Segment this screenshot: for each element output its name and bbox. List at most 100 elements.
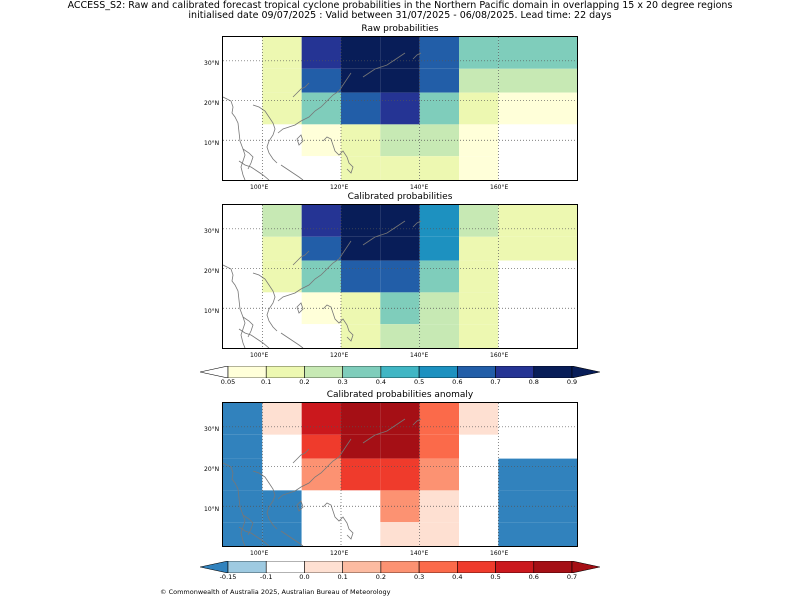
colorbar-tick-label: 0.7 (566, 573, 578, 581)
anom-lon-label-160: 160°E (490, 550, 509, 557)
copyright-footer: © Commonwealth of Australia 2025, Austra… (160, 588, 391, 596)
colorbar-tick-label: 0.5 (413, 378, 425, 386)
region-cell (301, 522, 341, 546)
colorbar-segment (533, 365, 573, 379)
region-cell (380, 292, 420, 325)
region-cell (223, 205, 263, 237)
colorbar-tick-label: 0.1 (337, 573, 348, 581)
coastline (223, 462, 246, 546)
colorbar-segment (533, 560, 573, 574)
region-cell (380, 458, 420, 491)
map-canvas (223, 37, 577, 180)
region-cell (380, 92, 420, 125)
region-cell (223, 260, 263, 293)
region-cell (223, 434, 263, 459)
colorbar-segment (304, 365, 343, 379)
coastline (322, 304, 354, 342)
anom-lat-label-30: 30°N (204, 426, 220, 433)
colorbar-over-arrow (571, 560, 601, 574)
region-cell (262, 324, 302, 348)
region-cell (498, 92, 577, 125)
raw-lon-label-140: 140°E (410, 184, 429, 191)
region-cell (459, 403, 499, 435)
region-cell (223, 156, 263, 180)
region-cell (459, 522, 499, 546)
calibrated-panel-title: Calibrated probabilities (347, 192, 453, 202)
region-cell (262, 260, 302, 293)
region-cell (262, 37, 302, 69)
region-cell (498, 403, 577, 435)
colorbar-segment (380, 560, 420, 574)
colorbar-tick-label: 0.5 (490, 573, 501, 581)
region-cell (301, 324, 341, 348)
region-cell (341, 260, 381, 293)
coastline (412, 220, 422, 228)
region-cell (341, 236, 381, 261)
region-cell (341, 205, 381, 237)
anomaly-colorbar (199, 558, 601, 574)
cal-lat-label-30: 30°N (204, 228, 220, 235)
region-cell (459, 37, 499, 69)
colorbar-segment (265, 560, 305, 574)
anomaly-colorbar-labels: -0.15 -0.1 0.0 0.1 0.2 0.3 0.4 0.5 0.6 0.7 (0, 573, 800, 583)
raw-lon-label-100: 100°E (250, 184, 269, 191)
anom-lat-label-20: 20°N (204, 466, 220, 473)
coastline (362, 220, 406, 246)
region-cell (419, 236, 459, 261)
region-cell (380, 68, 420, 93)
region-cell (419, 434, 459, 459)
anom-lat-label-10: 10°N (204, 506, 220, 513)
colorbar-segment (495, 560, 535, 574)
region-cell (380, 403, 420, 435)
region-cell (341, 37, 381, 69)
colorbar-segment (265, 365, 305, 379)
coastline (280, 164, 304, 180)
region-cell (223, 403, 263, 435)
colorbar-tick-label: 0.05 (220, 378, 236, 386)
region-cell (341, 92, 381, 125)
coastline (242, 148, 254, 170)
colorbar-tick-label: 0.8 (528, 378, 539, 386)
colorbar-tick-label: -0.1 (259, 573, 273, 581)
coastline (252, 470, 278, 530)
colorbar-segment (342, 365, 382, 379)
figure-title-line1: ACCESS_S2: Raw and calibrated forecast t… (67, 0, 733, 11)
cal-lat-label-20: 20°N (204, 268, 220, 275)
probability-colorbar (199, 363, 601, 379)
region-cell (301, 458, 341, 491)
colorbar-tick-label: 0.1 (261, 378, 272, 386)
region-cell (459, 434, 499, 459)
raw-lon-label-160: 160°E (490, 184, 509, 191)
cal-lon-label-120: 120°E (330, 352, 349, 359)
region-cell (262, 458, 302, 491)
colorbar-tick-label: 0.4 (375, 378, 387, 386)
region-cell (301, 92, 341, 125)
region-cell (419, 458, 459, 491)
coastline (252, 104, 278, 164)
colorbar-segment (380, 365, 420, 379)
coastline (238, 160, 270, 180)
region-cell (301, 205, 341, 237)
coastline (277, 240, 352, 302)
region-cell (341, 434, 381, 459)
raw-lat-label-30: 30°N (204, 60, 220, 67)
colorbar-segment (457, 365, 496, 379)
coastline (322, 502, 354, 540)
region-cell (380, 156, 420, 180)
region-cell (498, 236, 577, 261)
figure-title-line2: initialised date 09/07/2025 : Valid betw… (188, 10, 612, 21)
region-cell (380, 124, 420, 157)
region-cell (419, 156, 459, 180)
region-cell (262, 434, 302, 459)
raw-lat-label-20: 20°N (204, 100, 220, 107)
colorbar-tick-label: 0.0 (299, 573, 310, 581)
anom-lon-label-100: 100°E (250, 550, 269, 557)
colorbar-tick-label: 0.4 (452, 573, 463, 581)
region-cell (301, 403, 341, 435)
anom-lon-label-120: 120°E (330, 550, 349, 557)
colorbar-tick-label: 0.7 (490, 378, 501, 386)
region-cell (341, 156, 381, 180)
region-cell (262, 403, 302, 435)
colorbar-under-arrow (199, 365, 229, 379)
raw-lat-label-10: 10°N (204, 140, 220, 147)
